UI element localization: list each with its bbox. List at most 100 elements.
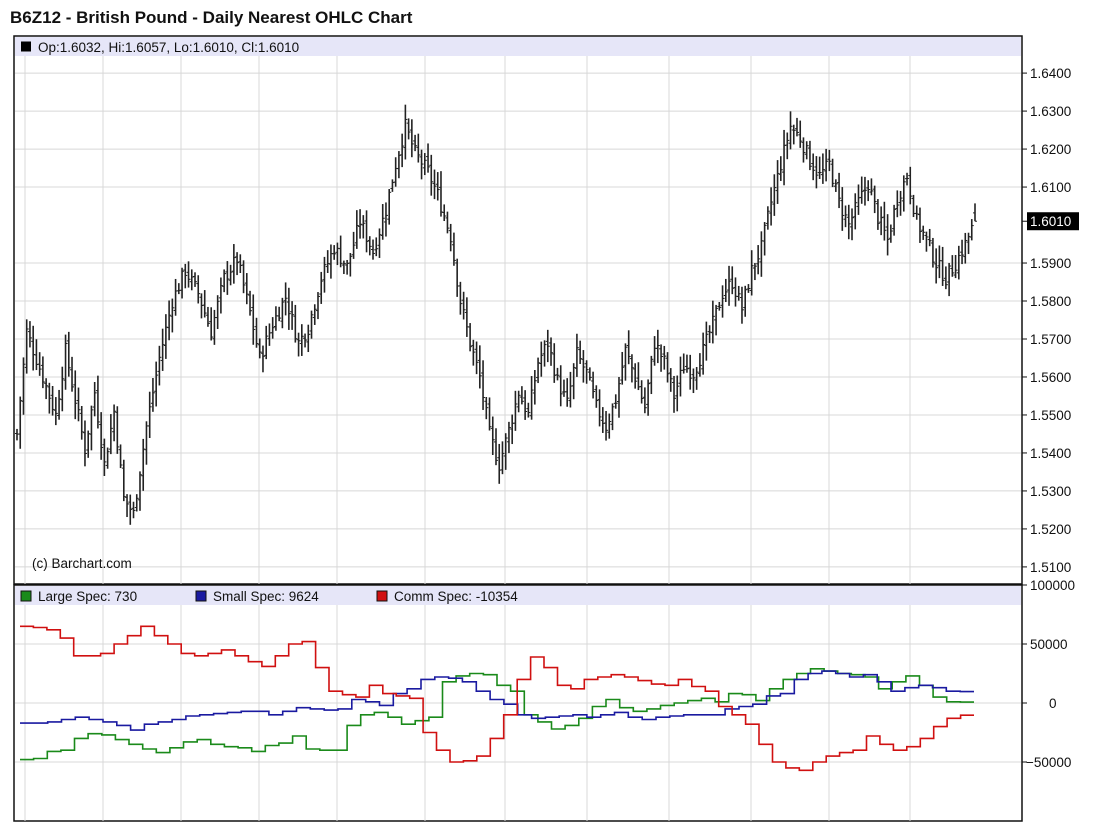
ohlc-bar — [322, 256, 327, 293]
cot-series-line — [20, 670, 974, 731]
price-panel — [13, 35, 1023, 585]
price-tick-label: 1.5800 — [1030, 294, 1071, 309]
ohlc-bar — [251, 294, 256, 345]
price-tick-label: 1.6300 — [1030, 104, 1071, 119]
ohlc-bar — [442, 204, 447, 222]
ohlc-bar — [723, 278, 728, 303]
ohlc-bar — [626, 330, 631, 365]
ohlc-bar — [574, 333, 579, 377]
ohlc-bar — [960, 239, 965, 265]
ohlc-bar — [785, 132, 790, 160]
ohlc-bar — [202, 290, 207, 318]
ohlc-bar — [905, 172, 910, 186]
ohlc-bar — [969, 219, 974, 241]
ohlc-bar — [794, 117, 799, 137]
ohlc-bar — [788, 111, 793, 150]
price-grid — [15, 56, 1021, 584]
ohlc-bar — [633, 363, 638, 389]
ohlc-bar — [558, 365, 563, 407]
ohlc-bar — [432, 169, 437, 200]
watermark: (c) Barchart.com — [32, 556, 132, 571]
ohlc-bar — [186, 261, 191, 288]
ohlc-bar — [963, 232, 968, 264]
ohlc-bar — [846, 204, 851, 240]
ohlc-bar — [523, 390, 528, 420]
ohlc-bar — [131, 501, 136, 519]
ohlc-bar — [565, 378, 570, 407]
ohlc-bar — [277, 306, 282, 322]
ohlc-bar — [79, 406, 84, 440]
ohlc-bar — [694, 367, 699, 390]
cot-legend: Large Spec: 730 Small Spec: 9624 Comm Spec… — [20, 589, 518, 604]
ohlc-bar — [108, 414, 113, 455]
ohlc-bar — [257, 338, 262, 359]
ohlc-bar — [642, 387, 647, 414]
ohlc-bar — [354, 210, 359, 249]
ohlc-bar — [338, 235, 343, 268]
ohlc-bar — [89, 405, 94, 451]
ohlc-bar — [872, 185, 877, 214]
ohlc-bar — [205, 306, 210, 327]
ohlc-bar — [532, 370, 537, 405]
ohlc-bar — [691, 368, 696, 394]
ohlc-bar — [756, 245, 761, 275]
ohlc-bar — [60, 366, 65, 412]
price-tick-label: 1.5700 — [1030, 332, 1071, 347]
ohlc-bar — [775, 160, 780, 204]
cot-legend-label: Comm Spec: -10354 — [394, 589, 518, 604]
cot-legend-swatch — [20, 590, 32, 602]
ohlc-bar — [286, 287, 291, 330]
price-axis: 1.6400 1.6300 1.6200 1.6100 1.6010 1.5900 1.58… — [1022, 66, 1079, 575]
ohlc-bar — [248, 290, 253, 316]
ohlc-bar — [649, 355, 654, 395]
ohlc-bar — [895, 190, 900, 218]
cot-grid — [15, 605, 1021, 821]
ohlc-bar — [934, 248, 939, 284]
ohlc-bar — [170, 298, 175, 333]
ohlc-bar — [374, 237, 379, 257]
ohlc-bar — [587, 367, 592, 381]
ohlc-bar — [225, 261, 230, 295]
ohlc-bar — [309, 310, 314, 339]
ohlc-bar — [150, 377, 155, 412]
ohlc-bar — [448, 223, 453, 252]
ohlc-bar — [921, 225, 926, 240]
ohlc-bar — [154, 361, 159, 407]
ohlc-bar — [115, 406, 120, 454]
ohlc-bar — [137, 471, 142, 511]
ohlc-bar — [244, 273, 249, 305]
ohlc-bar — [597, 389, 602, 427]
ohlc-bar — [688, 354, 693, 390]
ohlc-bar — [105, 447, 110, 469]
ohlc-bar — [364, 210, 369, 253]
ohlc-bar — [859, 176, 864, 204]
ohlc-bar — [183, 263, 188, 289]
ohlc-bar — [95, 375, 100, 429]
ohlc-bar — [536, 357, 541, 384]
ohlc-bar — [403, 104, 408, 160]
ohlc-bar — [610, 403, 615, 431]
ohlc-bar — [513, 390, 518, 431]
ohlc-bar — [341, 260, 346, 275]
ohlc-bar — [892, 204, 897, 236]
ohlc-bar — [616, 377, 621, 418]
ohlc-bar — [526, 402, 531, 418]
ohlc-bar — [315, 292, 320, 320]
ohlc-bar — [283, 282, 288, 316]
ohlc-bar — [824, 148, 829, 182]
ohlc-bar — [458, 281, 463, 315]
ohlc-bar — [613, 394, 618, 409]
ohlc-bar — [319, 271, 324, 304]
ohlc-bar — [141, 438, 146, 491]
ohlc-bar — [762, 222, 767, 256]
price-info-band — [15, 37, 1021, 56]
ohlc-bar — [607, 413, 612, 439]
ohlc-bar — [348, 253, 353, 277]
ohlc-bar — [481, 360, 486, 410]
ohlc-bar — [189, 269, 194, 291]
cot-lines — [20, 625, 974, 772]
ohlc-bar — [953, 254, 958, 279]
ohlc-bar — [885, 214, 890, 256]
cot-legend-item: Large Spec: 730 — [20, 589, 137, 604]
ohlc-bar — [209, 307, 214, 341]
